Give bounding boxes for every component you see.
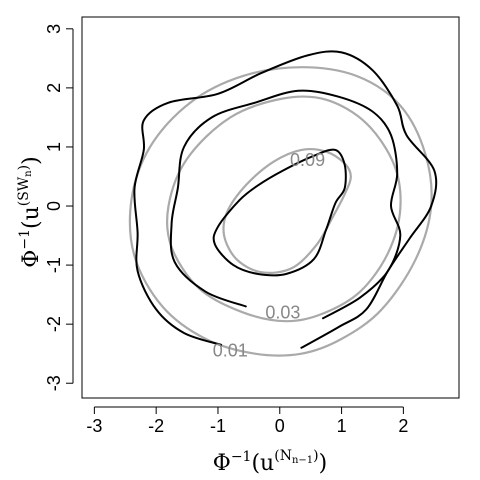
contour-labels: 0.09 0.03 0.01: [213, 150, 325, 361]
contour-label-0-01: 0.01: [213, 341, 248, 361]
x-title-sup-main: (N: [274, 448, 292, 464]
x-title-sup-close: ): [313, 448, 318, 464]
y-tick-label: 1: [44, 142, 64, 152]
y-tick-label: 2: [44, 83, 64, 93]
y-tick-label: -2: [44, 316, 64, 332]
y-tick-label: -3: [44, 375, 64, 391]
y-tick-label: -1: [44, 257, 64, 273]
y-tick-label: 3: [44, 24, 64, 34]
x-tick-label: 1: [337, 416, 347, 436]
empirical-contour-0-03: [169, 89, 402, 320]
model-contour-0-03: [165, 95, 402, 323]
y-title-base: Φ: [19, 250, 44, 268]
x-tick-label: 0: [275, 416, 285, 436]
y-tick-label: 0: [44, 201, 64, 211]
model-contour-0-09: [222, 148, 352, 274]
x-tick-label: 2: [398, 416, 408, 436]
contour-label-0-09: 0.09: [290, 150, 325, 170]
empirical-contour-0-09: [212, 148, 347, 277]
x-title-sub: n−1: [292, 455, 313, 466]
plot-frame: [81, 16, 460, 399]
y-axis: -3 -2 -1 0 1 2 3: [44, 24, 74, 391]
y-axis-title: Φ−1(u(SWn)): [16, 156, 44, 267]
y-title-close: ): [19, 156, 44, 165]
x-axis-title: Φ−1(u(Nn−1)): [213, 448, 327, 476]
y-title-sup-close: ): [16, 165, 32, 170]
y-title-sub: n: [23, 170, 34, 177]
contour-label-0-03: 0.03: [265, 302, 300, 322]
x-tick-label: -3: [86, 416, 102, 436]
contour-lines: [128, 50, 438, 357]
x-title-close: ): [319, 451, 328, 476]
y-title-sup-main: (SW: [16, 176, 32, 206]
x-title-open: (u: [251, 451, 274, 476]
x-tick-label: -1: [210, 416, 226, 436]
empirical-contour-0-01: [133, 50, 438, 349]
x-axis: -3 -2 -1 0 1 2: [86, 406, 408, 436]
y-title-open: (u: [19, 206, 44, 229]
x-title-exp: −1: [231, 449, 252, 465]
y-title-exp: −1: [17, 229, 33, 250]
x-tick-label: -2: [148, 416, 164, 436]
x-title-base: Φ: [213, 451, 231, 476]
